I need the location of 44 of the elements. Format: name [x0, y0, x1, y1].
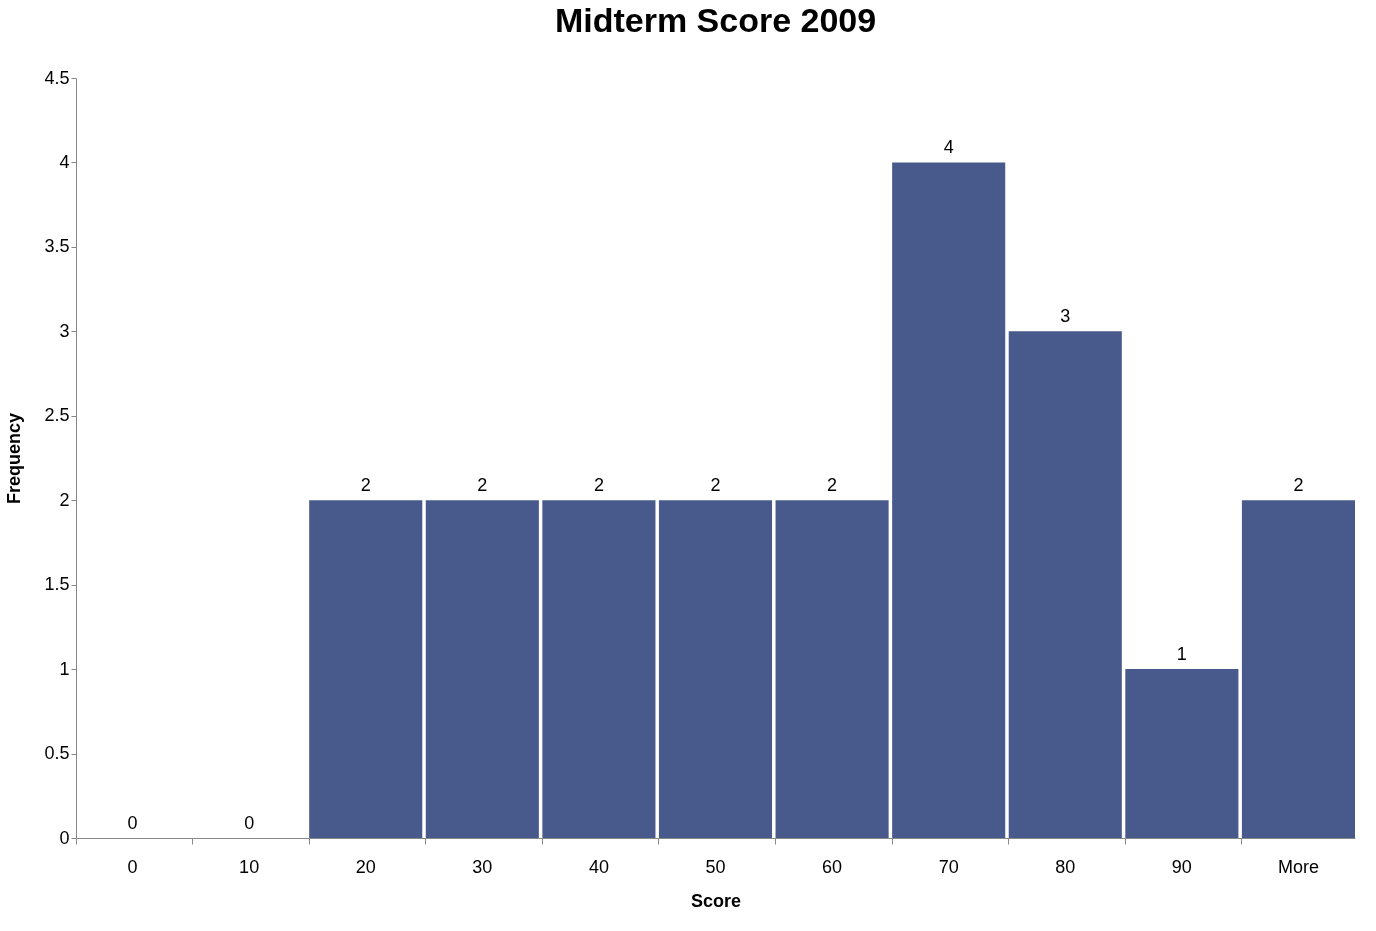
bar: [892, 162, 1006, 838]
data-label: 1: [1176, 644, 1187, 665]
bar: [775, 500, 889, 838]
x-tick-label: More: [1277, 856, 1319, 877]
data-label: 4: [943, 137, 954, 158]
x-tick-label: 20: [355, 856, 376, 877]
data-label: 0: [244, 813, 255, 833]
data-label: 2: [1293, 475, 1304, 496]
y-tick-label: 0: [59, 827, 70, 848]
y-tick-label: 1.5: [44, 574, 70, 595]
x-tick-label: 30: [472, 856, 493, 877]
x-tick-label: 0: [127, 856, 138, 877]
y-tick-label: 2.5: [44, 405, 70, 426]
chart-title: Midterm Score 2009: [554, 1, 877, 39]
data-label: 2: [593, 475, 604, 496]
x-tick-label: 60: [822, 856, 843, 877]
bar: [1125, 669, 1239, 838]
bar: [425, 500, 539, 838]
y-tick-label: 3: [59, 320, 70, 341]
x-tick-label: 10: [239, 856, 260, 877]
data-label: 2: [477, 475, 488, 496]
y-axis-title: Frequency: [4, 412, 25, 505]
data-label: 0: [127, 813, 138, 833]
data-label: 3: [1060, 306, 1071, 327]
x-axis-title: Score: [690, 890, 742, 911]
y-tick-label: 2: [59, 489, 70, 510]
data-label: 2: [710, 475, 721, 496]
y-tick-label: 3.5: [44, 236, 70, 257]
y-tick-label: 4: [59, 151, 70, 172]
bar: [309, 500, 423, 838]
x-tick-label: 40: [588, 856, 609, 877]
x-tick-label: 90: [1171, 856, 1192, 877]
x-tick-label: 50: [705, 856, 726, 877]
bar: [1241, 500, 1355, 838]
bar: [1008, 331, 1122, 838]
y-tick-label: 1: [59, 658, 70, 679]
y-tick-label: 0.5: [44, 743, 70, 764]
data-label: 2: [360, 475, 371, 496]
bar: [542, 500, 656, 838]
y-tick-label: 4.5: [44, 67, 70, 88]
x-tick-label: 70: [938, 856, 959, 877]
data-label: 2: [827, 475, 838, 496]
bar: [658, 500, 773, 838]
x-tick-label: 80: [1055, 856, 1076, 877]
